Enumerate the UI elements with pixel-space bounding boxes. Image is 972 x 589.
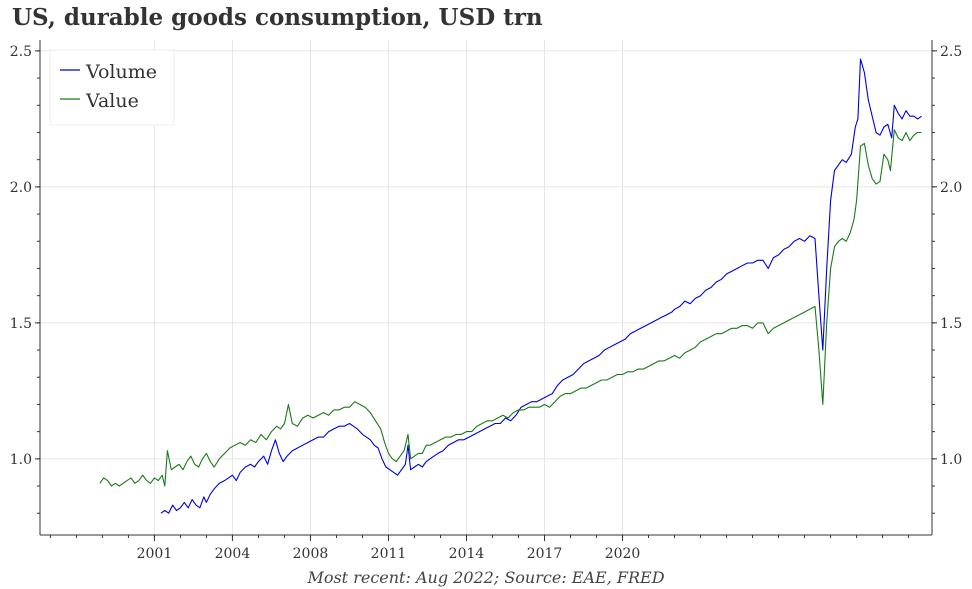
x-tick-label: 2011 — [371, 546, 407, 562]
x-tick-label: 2020 — [605, 546, 641, 562]
y-tick-label-right: 1.0 — [940, 452, 962, 468]
grid-layer — [40, 40, 932, 535]
x-tick-label: 2008 — [293, 546, 329, 562]
series-line-value — [99, 129, 922, 487]
y-tick-label-left: 2.0 — [10, 180, 32, 196]
x-tick-label: 2014 — [449, 546, 485, 562]
source-note: Most recent: Aug 2022; Source: EAE, FRED — [306, 568, 664, 587]
y-tick-label-right: 2.0 — [940, 180, 962, 196]
y-tick-label-right: 2.5 — [940, 44, 962, 60]
y-tick-label-left: 1.0 — [10, 452, 32, 468]
legend-label-volume: Volume — [85, 61, 157, 83]
y-tick-label-left: 1.5 — [10, 316, 32, 332]
y-tick-label-left: 2.5 — [10, 44, 32, 60]
x-tick-label: 2001 — [137, 546, 173, 562]
series-line-volume — [160, 58, 922, 514]
x-tick-label: 2017 — [527, 546, 563, 562]
legend-label-value: Value — [85, 90, 139, 112]
legend-box — [49, 49, 175, 126]
axes-layer: 1.0 1.0 1.5 1.5 2.0 2.0 2.5 2.5 2001 2004 2008 2011… — [10, 40, 962, 562]
legend: Volume Value — [49, 49, 175, 126]
y-tick-label-right: 1.5 — [940, 316, 962, 332]
x-tick-label: 2004 — [215, 546, 251, 562]
chart-title: US, durable goods consumption, USD trn — [12, 4, 543, 31]
lines-layer — [99, 58, 922, 514]
